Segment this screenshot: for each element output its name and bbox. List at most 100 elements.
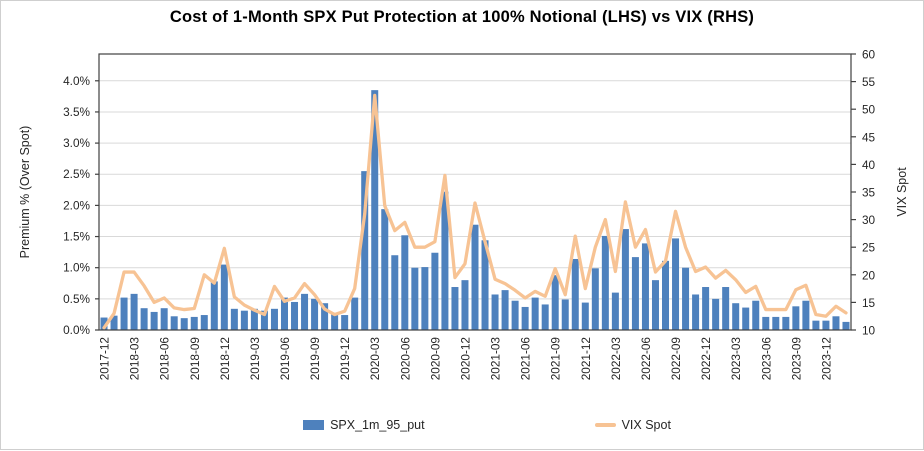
bar-2021-10: [561, 299, 569, 330]
bar-2020-09: [431, 252, 439, 330]
bar-2018-09: [190, 316, 198, 330]
bar-2021-05: [511, 300, 519, 330]
x-tick-label: 2021-03: [489, 337, 503, 381]
left-tick-label: 2.5%: [63, 167, 90, 181]
right-tick-label: 10: [862, 324, 876, 338]
bar-2022-05: [631, 257, 639, 330]
bar-2023-08: [782, 316, 790, 330]
bar-2019-03: [250, 308, 258, 330]
bar-2018-12: [220, 264, 228, 330]
bar-2019-09: [311, 298, 319, 330]
right-tick-label: 15: [862, 296, 876, 310]
left-tick-label: 0.5%: [63, 292, 90, 306]
bar-2020-07: [411, 267, 419, 330]
x-tick-label: 2018-09: [188, 337, 202, 380]
x-tick-label: 2019-09: [308, 337, 322, 380]
bar-2020-02: [361, 171, 369, 330]
bar-2023-09: [792, 306, 800, 330]
right-tick-label: 45: [862, 130, 876, 144]
bar-2021-06: [521, 306, 529, 330]
left-tick-label: 0.0%: [63, 323, 90, 337]
bar-2023-04: [742, 307, 750, 330]
legend-item-vix: VIX Spot: [594, 418, 671, 432]
x-tick-label: 2023-03: [729, 337, 743, 381]
x-tick-label: 2022-12: [699, 337, 713, 380]
bar-2019-02: [240, 310, 248, 330]
bar-2019-01: [230, 308, 238, 330]
legend-line-swatch-icon: [594, 423, 616, 427]
x-tick-label: 2021-12: [579, 337, 593, 380]
bar-2021-04: [501, 290, 509, 330]
left-tick-label: 2.0%: [63, 198, 90, 212]
x-tick-label: 2022-06: [639, 337, 653, 381]
bar-2022-04: [621, 229, 629, 330]
bar-2022-03: [611, 292, 619, 330]
bar-2019-05: [270, 308, 278, 330]
bar-2021-03: [491, 294, 499, 330]
right-tick-label: 30: [862, 213, 876, 227]
bar-2023-12: [822, 320, 830, 330]
x-tick-label: 2019-06: [278, 337, 292, 381]
bar-2023-11: [812, 320, 820, 330]
bar-2023-03: [732, 303, 740, 330]
bar-2020-11: [451, 287, 459, 330]
legend-bar-swatch-icon: [303, 420, 325, 430]
bar-2022-02: [601, 235, 609, 330]
x-tick-label: 2019-03: [248, 337, 262, 381]
bar-2020-03: [371, 90, 379, 330]
bar-2022-11: [692, 294, 700, 330]
x-tick-label: 2018-12: [218, 337, 232, 380]
left-tick-label: 3.5%: [63, 105, 90, 119]
bar-2023-01: [712, 298, 720, 330]
bar-2017-12: [100, 317, 108, 330]
x-tick-label: 2017-12: [98, 337, 112, 380]
left-tick-label: 1.0%: [63, 261, 90, 275]
bar-2020-06: [401, 235, 409, 330]
legend-item-spx-put: SPX_1m_95_put: [303, 418, 425, 432]
bar-2023-05: [752, 300, 760, 330]
legend-label-spx-put: SPX_1m_95_put: [330, 418, 425, 432]
bar-2023-10: [802, 300, 810, 330]
bar-2021-02: [481, 240, 489, 330]
x-tick-label: 2020-12: [458, 337, 472, 380]
x-tick-label: 2022-09: [669, 337, 683, 380]
x-tick-label: 2018-03: [128, 337, 142, 381]
bar-2019-12: [341, 315, 349, 330]
bar-2020-10: [441, 191, 449, 330]
bar-2022-01: [591, 268, 599, 330]
right-tick-label: 35: [862, 186, 876, 200]
bar-2018-01: [110, 315, 118, 330]
vix-line: [102, 93, 848, 330]
x-tick-label: 2022-03: [609, 337, 623, 381]
bar-2018-05: [150, 311, 158, 330]
left-tick-label: 1.5%: [63, 230, 90, 244]
right-tick-label: 25: [862, 241, 876, 255]
bar-2022-12: [702, 287, 710, 330]
right-tick-label: 60: [862, 48, 876, 62]
x-tick-label: 2023-09: [789, 337, 803, 380]
bar-2023-07: [772, 316, 780, 330]
bar-2022-10: [682, 267, 690, 330]
x-tick-label: 2018-06: [158, 337, 172, 381]
bar-2018-07: [170, 316, 178, 330]
bar-2018-04: [140, 308, 148, 330]
bar-2020-08: [421, 267, 429, 330]
bar-2020-04: [381, 209, 389, 330]
bar-2020-05: [391, 255, 399, 330]
x-tick-label: 2023-06: [759, 337, 773, 381]
bar-2018-03: [130, 293, 138, 330]
x-tick-label: 2019-12: [338, 337, 352, 380]
x-tick-label: 2020-09: [428, 337, 442, 380]
bar-2019-06: [280, 297, 288, 330]
bar-2018-08: [180, 318, 188, 330]
right-tick-label: 55: [862, 75, 876, 89]
bar-2019-08: [301, 293, 309, 330]
bar-2024-01: [832, 316, 840, 330]
bar-2023-06: [762, 316, 770, 330]
left-tick-label: 3.0%: [63, 136, 90, 150]
bar-2018-11: [210, 281, 218, 330]
bar-2023-02: [722, 287, 730, 330]
legend: SPX_1m_95_put VIX Spot: [26, 418, 924, 432]
